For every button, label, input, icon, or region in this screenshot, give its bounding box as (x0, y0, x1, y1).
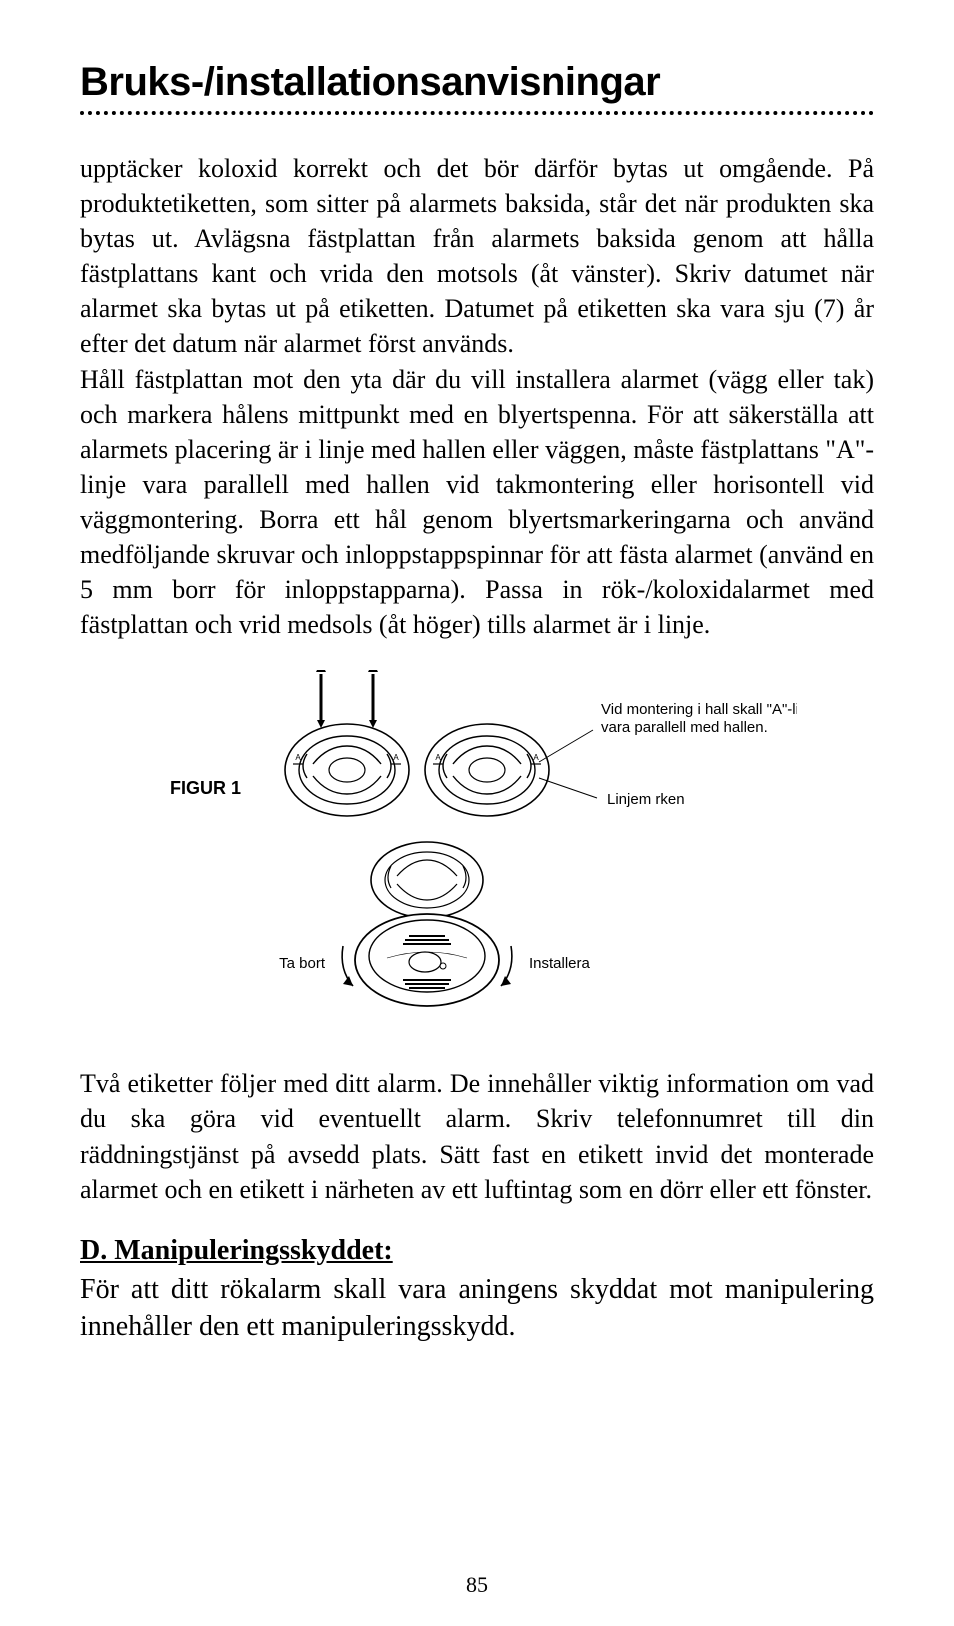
page-header: Bruks-/installationsanvisningar (80, 60, 874, 115)
svg-text:A: A (435, 753, 441, 762)
page: Bruks-/installationsanvisningar upptäcke… (0, 0, 954, 1626)
mounting-diagram-icon: A A (157, 670, 797, 1030)
section-d-body: För att ditt rökalarm skall vara aningen… (80, 1271, 874, 1347)
svg-text:A: A (393, 753, 399, 762)
paragraph-1: upptäcker koloxid korrekt och det bör dä… (80, 151, 874, 362)
section-d-heading: D. Manipuleringsskyddet: (80, 1235, 874, 1267)
paragraph-2: Håll fästplattan mot den yta där du vill… (80, 362, 874, 643)
figure-caption-install: Installera (529, 955, 591, 972)
svg-text:A: A (533, 753, 539, 762)
figure-1: FIGUR 1 A A (80, 670, 874, 1030)
figure-caption-remove: Ta bort (279, 955, 326, 972)
figure-caption-lines: Linjem rken (607, 791, 685, 808)
page-number: 85 (0, 1572, 954, 1598)
figure-caption-top: Vid montering i hall skall "A"-linjenvar… (601, 701, 797, 736)
svg-text:A: A (295, 753, 301, 762)
figure-label: FIGUR 1 (170, 778, 241, 799)
paragraph-3: Två etiketter följer med ditt alarm. De … (80, 1066, 874, 1206)
